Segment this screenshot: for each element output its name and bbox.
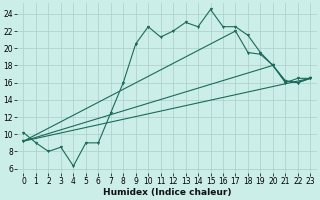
X-axis label: Humidex (Indice chaleur): Humidex (Indice chaleur) [103,188,231,197]
